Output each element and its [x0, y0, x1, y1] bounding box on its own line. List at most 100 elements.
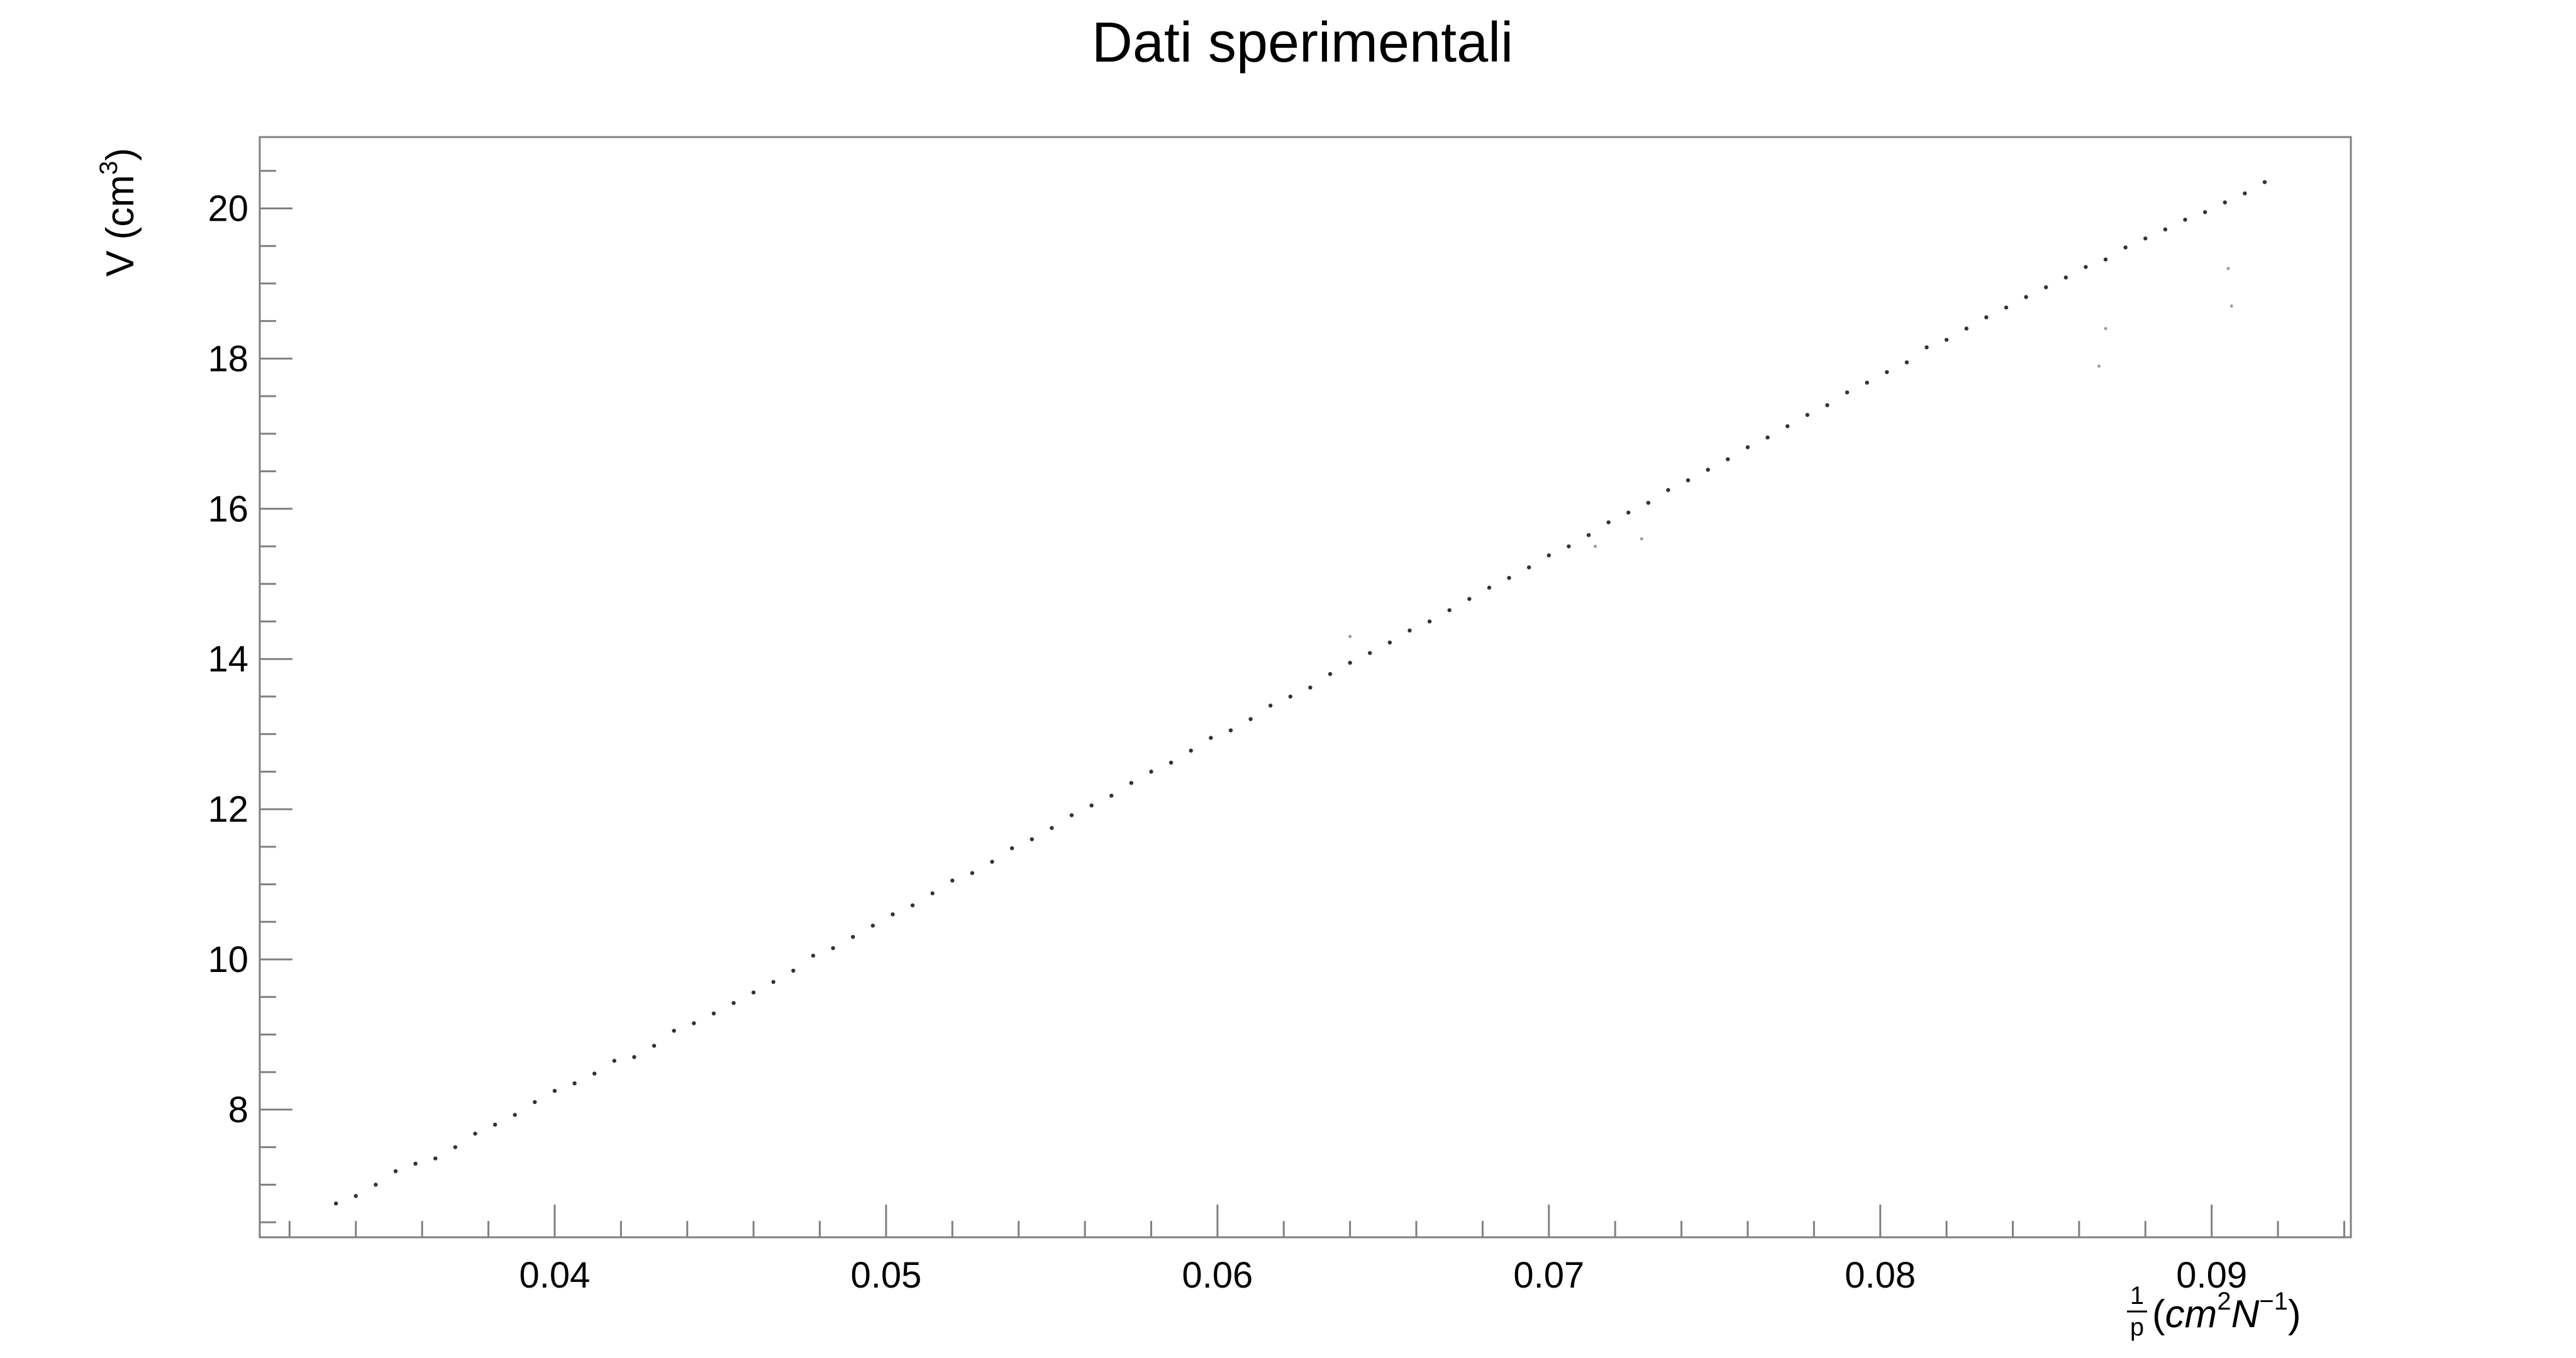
data-point	[1050, 825, 1054, 831]
y-axis-title-text: V (cm	[99, 175, 142, 277]
data-point	[1248, 717, 1253, 721]
data-point	[1885, 370, 1889, 375]
y-tick-label: 18	[208, 338, 248, 379]
data-series	[333, 180, 2267, 1206]
data-point	[492, 1122, 497, 1127]
data-point	[1189, 748, 1193, 753]
data-point	[1288, 694, 1292, 699]
data-point	[1089, 803, 1094, 808]
data-point	[1169, 760, 1174, 765]
data-point	[333, 1201, 338, 1206]
data-point	[1467, 597, 1472, 601]
data-point	[1546, 553, 1552, 558]
data-point	[751, 990, 756, 995]
data-point	[1984, 315, 1989, 319]
data-point	[433, 1156, 438, 1161]
plot-frame	[258, 136, 2352, 1239]
data-point	[711, 1011, 716, 1016]
data-point	[1845, 390, 1850, 395]
data-point	[1228, 728, 1233, 732]
x-axis-title-unit-n: N	[2231, 1293, 2260, 1336]
data-point	[552, 1088, 557, 1093]
data-point	[2183, 218, 2187, 222]
data-point	[851, 934, 855, 939]
data-point	[1765, 435, 1770, 440]
data-point	[612, 1059, 617, 1063]
data-point	[1427, 619, 1432, 624]
data-point	[970, 871, 975, 875]
data-point	[572, 1081, 577, 1086]
x-tick-label: 0.05	[850, 1255, 921, 1296]
data-point	[1507, 575, 1511, 580]
data-point	[2024, 295, 2028, 299]
data-point	[1685, 478, 1690, 483]
data-point	[2163, 227, 2168, 232]
data-point	[353, 1194, 358, 1198]
data-point	[930, 891, 935, 896]
x-tick-label: 0.08	[1845, 1255, 1916, 1296]
data-point	[1646, 500, 1651, 505]
outlier-point	[2226, 267, 2230, 270]
data-point	[1924, 345, 1929, 350]
data-point	[632, 1055, 636, 1059]
y-axis-title: V (cm3)	[95, 148, 142, 277]
data-point	[2063, 275, 2068, 280]
svg-text:V (cm3): V (cm3)	[95, 148, 142, 277]
x-axis-title-unit-cm: cm	[2165, 1293, 2218, 1336]
data-point	[771, 980, 775, 985]
data-point	[2262, 180, 2267, 184]
x-axis-title-denominator: p	[2130, 1313, 2144, 1341]
outlier-point	[1594, 544, 1597, 548]
data-point	[791, 968, 796, 973]
outlier-point	[1348, 634, 1352, 638]
data-point	[672, 1029, 676, 1033]
y-tick-label: 12	[208, 789, 248, 830]
data-point	[870, 924, 875, 928]
x-axis-title-open: (	[2152, 1293, 2165, 1336]
x-axis-title-close: )	[2288, 1293, 2301, 1336]
data-point	[1964, 326, 1968, 331]
data-point	[2202, 210, 2207, 214]
y-axis-title-exponent: 3	[95, 161, 123, 175]
data-point	[2004, 305, 2009, 310]
data-point	[453, 1145, 458, 1149]
data-point	[1904, 360, 1909, 365]
data-point	[473, 1131, 477, 1136]
data-point	[1348, 660, 1352, 665]
data-point	[2143, 236, 2148, 241]
data-point	[513, 1113, 517, 1117]
data-point	[1109, 793, 1114, 798]
chart-title: Dati sperimentali	[1092, 11, 1513, 74]
data-point	[1129, 781, 1134, 785]
data-point	[692, 1021, 696, 1025]
data-point	[1666, 488, 1670, 492]
data-point	[1567, 544, 1571, 549]
x-axis-title-exp-n: −1	[2259, 1288, 2288, 1315]
x-axis-title-exp-cm: 2	[2217, 1288, 2231, 1315]
data-point	[1785, 424, 1790, 429]
data-point	[910, 903, 915, 908]
data-point	[1030, 837, 1034, 842]
outlier-point	[2104, 327, 2107, 331]
data-point	[2103, 257, 2108, 262]
x-axis: 0.04 0.05 0.06 0.07 0.08 0.09	[288, 1205, 2345, 1296]
data-point	[1726, 457, 1730, 461]
data-point	[533, 1100, 537, 1105]
data-point	[1368, 651, 1372, 655]
data-point	[1606, 520, 1611, 524]
data-point	[2123, 245, 2128, 250]
data-point	[2243, 191, 2247, 196]
data-point	[1328, 671, 1333, 676]
data-point	[1944, 338, 1949, 342]
data-point	[1706, 467, 1710, 472]
data-point	[990, 859, 994, 864]
data-point	[652, 1044, 657, 1048]
y-tick-label: 8	[228, 1090, 248, 1130]
outlier-point	[2097, 364, 2101, 368]
data-point	[1487, 585, 1492, 590]
x-tick-label: 0.07	[1513, 1255, 1584, 1296]
y-axis-title-close: )	[99, 148, 142, 161]
data-point	[1805, 412, 1810, 417]
